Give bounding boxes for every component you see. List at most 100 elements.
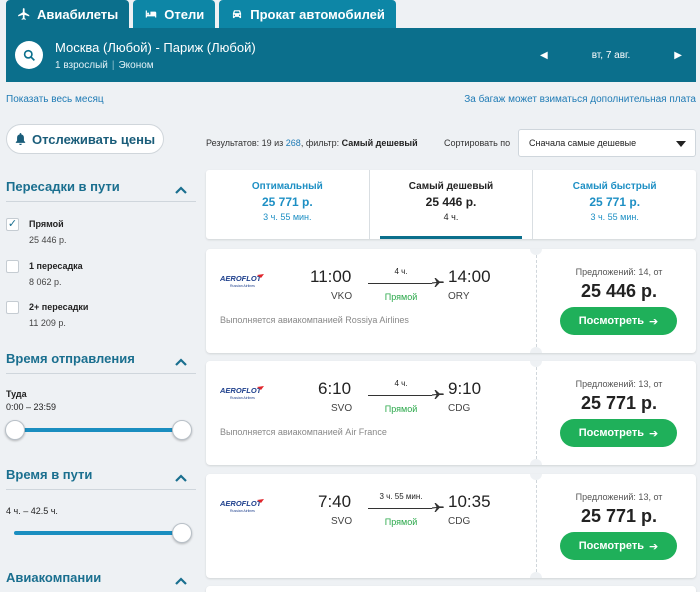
view-offer-button[interactable]: Посмотреть ➔ xyxy=(560,419,677,447)
stops-one-price: 8 062 р. xyxy=(29,277,62,287)
flight-price: 25 771 р. xyxy=(580,506,658,526)
duration-filter-title[interactable]: Время в пути xyxy=(6,467,93,482)
date-text: вт, 7 авг. xyxy=(591,49,631,61)
stops-two-plus-checkbox[interactable] xyxy=(6,301,19,314)
stops-direct-checkbox[interactable]: ✓ xyxy=(6,218,19,231)
airplane-icon xyxy=(432,278,444,287)
arrow-right-icon: ➔ xyxy=(649,540,659,553)
svg-text:Russian Airlines: Russian Airlines xyxy=(230,284,255,288)
departure-airport: VKO xyxy=(331,291,353,302)
divider xyxy=(6,489,196,490)
track-prices-button[interactable]: Отслеживать цены xyxy=(6,124,164,154)
svg-text:AEROFLOT: AEROFLOT xyxy=(220,274,263,283)
stops-two-plus-price: 11 209 р. xyxy=(29,318,66,328)
tab-label: Прокат автомобилей xyxy=(250,6,385,22)
arrival-airport: CDG xyxy=(448,403,471,414)
product-tabs: Авиабилеты Отели Прокат автомобилей xyxy=(6,0,396,28)
stops-direct-label: Прямой xyxy=(29,219,64,229)
cabin-text: Эконом xyxy=(118,59,154,71)
stops-text: Прямой xyxy=(384,292,418,302)
tab-hotels[interactable]: Отели xyxy=(133,0,216,28)
departure-airport: SVO xyxy=(331,403,353,414)
tab-car-rental[interactable]: Прокат автомобилей xyxy=(219,0,396,28)
duration-slider-track[interactable] xyxy=(14,531,182,535)
route-line xyxy=(368,395,432,396)
departure-filter-title[interactable]: Время отправления xyxy=(6,351,135,366)
flight-duration: 3 ч. 55 мин. xyxy=(379,492,423,501)
flight-duration: 4 ч. xyxy=(394,267,408,276)
departure-slider-max-handle[interactable] xyxy=(172,420,192,440)
separator: | xyxy=(111,59,115,71)
flight-card[interactable]: AEROFLOT Russian Airlines 6:10 SVO 4 ч. … xyxy=(206,361,696,465)
sort-select[interactable]: Сначала самые дешевые xyxy=(518,129,696,157)
arrow-right-icon: ➔ xyxy=(649,315,659,328)
svg-text:AEROFLOT: AEROFLOT xyxy=(220,499,263,508)
duration-slider-max-handle[interactable] xyxy=(172,523,192,543)
stops-filter-title[interactable]: Пересадки в пути xyxy=(6,179,120,194)
flight-card[interactable] xyxy=(206,586,696,592)
departure-time: 6:10 xyxy=(318,379,352,398)
departure-slider-track[interactable] xyxy=(14,428,182,432)
active-filter: Самый дешевый xyxy=(341,138,418,148)
caret-down-icon xyxy=(676,141,686,147)
sort-tab-cheapest[interactable]: Самый дешевый 25 446 р. 4 ч. xyxy=(368,170,533,239)
ticket-divider xyxy=(536,255,537,347)
view-offer-button[interactable]: Посмотреть ➔ xyxy=(560,532,677,560)
flight-duration: 4 ч. xyxy=(394,379,408,388)
stops-text: Прямой xyxy=(384,517,418,527)
sort-tabs: Оптимальный 25 771 р. 3 ч. 55 мин. Самый… xyxy=(206,170,696,239)
results-summary: Результатов: 19 из 268, фильтр: Самый де… xyxy=(206,138,418,148)
offers-count: Предложений: 13, от xyxy=(575,379,663,389)
bed-icon xyxy=(146,10,157,18)
route-line xyxy=(368,283,432,284)
svg-text:AEROFLOT: AEROFLOT xyxy=(220,386,263,395)
flight-card[interactable]: AEROFLOT Russian Airlines 11:00 VKO 4 ч.… xyxy=(206,249,696,353)
flight-card[interactable]: AEROFLOT Russian Airlines 7:40 SVO 3 ч. … xyxy=(206,474,696,578)
bell-icon xyxy=(15,133,26,145)
svg-text:Russian Airlines: Russian Airlines xyxy=(230,509,255,513)
tab-flights[interactable]: Авиабилеты xyxy=(6,0,130,28)
aeroflot-logo: AEROFLOT Russian Airlines xyxy=(220,386,264,400)
date-selector: ◀ вт, 7 авг. ▶ xyxy=(540,28,682,82)
chevron-up-icon[interactable] xyxy=(174,182,188,194)
arrival-time: 14:00 xyxy=(448,267,491,286)
arrival-time: 9:10 xyxy=(448,379,482,398)
arrival-airport: CDG xyxy=(448,516,471,527)
route-text: Москва (Любой) - Париж (Любой) xyxy=(55,39,256,55)
route-line xyxy=(368,508,432,509)
stops-text: Прямой xyxy=(384,404,418,414)
departure-time: 7:40 xyxy=(318,492,352,511)
airlines-filter-title[interactable]: Авиакомпании xyxy=(6,570,102,585)
check-icon: ✓ xyxy=(7,218,18,230)
sort-tab-fastest[interactable]: Самый быстрый 25 771 р. 3 ч. 55 мин. xyxy=(532,170,696,239)
results-total-link[interactable]: 268 xyxy=(285,138,301,148)
chevron-up-icon[interactable] xyxy=(174,470,188,482)
view-offer-button[interactable]: Посмотреть ➔ xyxy=(560,307,677,335)
baggage-note-link[interactable]: За багаж может взиматься дополнительная … xyxy=(464,94,696,105)
ticket-divider xyxy=(536,480,537,572)
flight-price: 25 771 р. xyxy=(580,393,658,413)
offers-count: Предложений: 13, от xyxy=(575,492,663,502)
arrival-airport: ORY xyxy=(448,291,470,302)
stops-one-checkbox[interactable] xyxy=(6,260,19,273)
next-date-button[interactable]: ▶ xyxy=(674,49,682,61)
offers-count: Предложений: 14, от xyxy=(575,267,663,277)
stops-two-plus-label: 2+ пересадки xyxy=(29,302,89,312)
chevron-up-icon[interactable] xyxy=(174,354,188,366)
airplane-icon xyxy=(432,503,444,512)
flight-price: 25 446 р. xyxy=(580,281,658,301)
airplane-icon xyxy=(432,390,444,399)
prev-date-button[interactable]: ◀ xyxy=(540,49,548,61)
chevron-up-icon[interactable] xyxy=(174,573,188,585)
search-button[interactable] xyxy=(15,41,43,69)
divider xyxy=(6,373,196,374)
departure-slider-min-handle[interactable] xyxy=(5,420,25,440)
search-summary-bar[interactable]: Москва (Любой) - Париж (Любой) 1 взрослы… xyxy=(6,28,696,82)
car-icon xyxy=(233,10,242,19)
sort-tab-optimal[interactable]: Оптимальный 25 771 р. 3 ч. 55 мин. xyxy=(251,181,323,222)
departure-airport: SVO xyxy=(331,516,353,527)
show-month-link[interactable]: Показать весь месяц xyxy=(6,94,104,105)
ticket-divider xyxy=(536,367,537,459)
operator-text: Выполняется авиакомпанией Rossiya Airlin… xyxy=(220,315,409,325)
route-summary[interactable]: Москва (Любой) - Париж (Любой) 1 взрослы… xyxy=(55,40,256,71)
